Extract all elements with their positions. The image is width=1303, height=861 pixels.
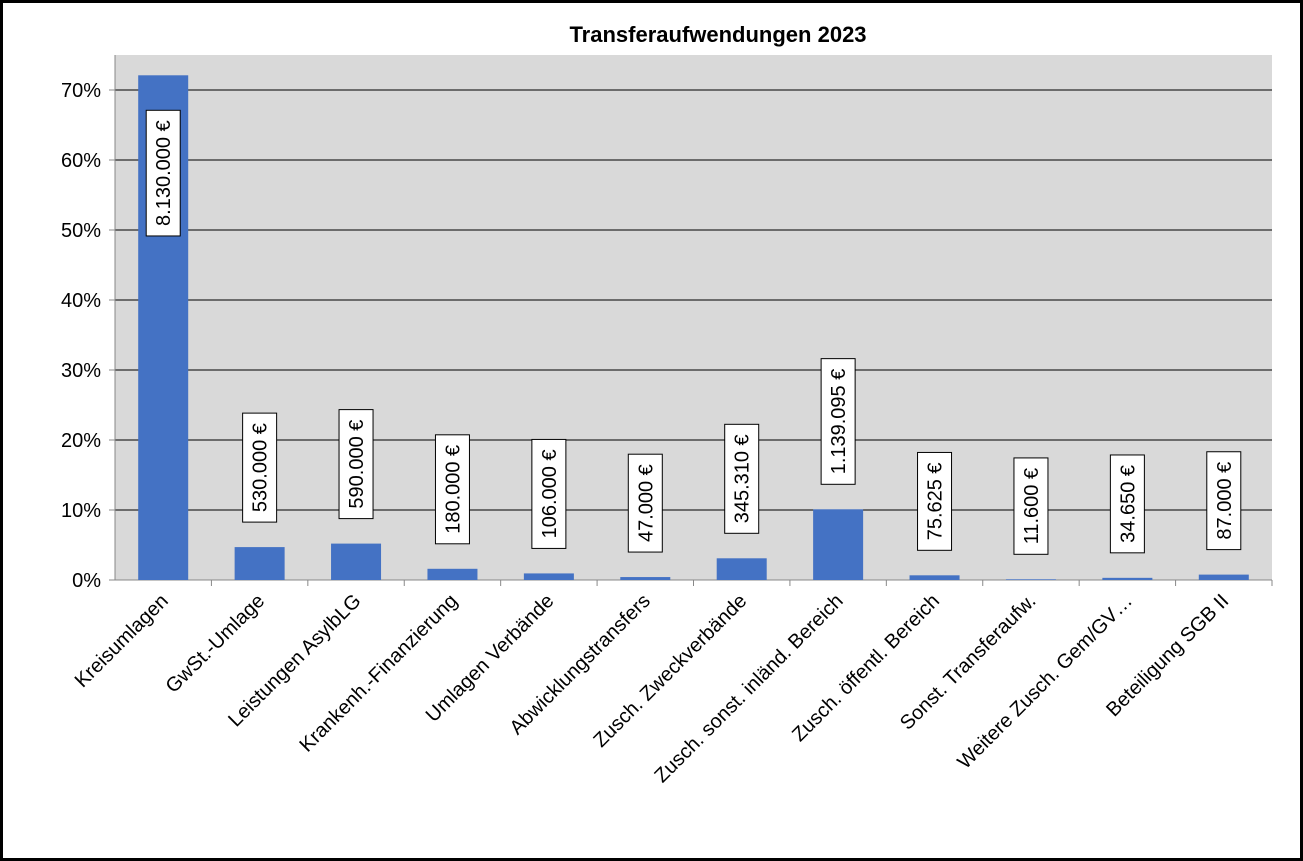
- bar: [427, 568, 478, 580]
- value-label-box: [242, 412, 278, 523]
- value-label: 345.310 €: [724, 423, 760, 534]
- value-label-box: [434, 434, 470, 545]
- value-label-text: 530.000 €: [250, 423, 272, 512]
- chart-title: Transferaufwendungen 2023: [569, 22, 866, 47]
- bar: [909, 575, 960, 580]
- value-label: 34.650 €: [1109, 454, 1145, 554]
- bar: [523, 573, 574, 580]
- value-label-text: 47.000 €: [635, 464, 657, 542]
- bar: [1102, 577, 1153, 580]
- value-label-box: [917, 451, 953, 551]
- value-label-box: [338, 409, 374, 520]
- y-tick-label: 40%: [61, 290, 101, 312]
- value-label-text: 106.000 €: [539, 449, 561, 538]
- bar: [234, 547, 285, 580]
- bar: [331, 543, 382, 580]
- value-label: 11.600 €: [1013, 457, 1049, 555]
- value-label-box: [145, 109, 181, 237]
- value-label-text: 87.000 €: [1214, 462, 1236, 540]
- value-label-text: 75.625 €: [925, 462, 947, 540]
- y-tick-label: 20%: [61, 430, 101, 452]
- y-tick-label: 50%: [61, 220, 101, 242]
- plot-area: [115, 55, 1272, 580]
- y-tick-label: 60%: [61, 150, 101, 172]
- value-label: 87.000 €: [1206, 451, 1242, 551]
- bar: [716, 558, 767, 580]
- value-label: 47.000 €: [627, 453, 663, 553]
- bar: [813, 509, 864, 580]
- value-label-box: [724, 423, 760, 534]
- y-tick-label: 70%: [61, 80, 101, 102]
- value-label-box: [1013, 457, 1049, 555]
- value-label-box: [531, 438, 567, 549]
- value-label-text: 8.130.000 €: [153, 120, 175, 226]
- value-label-text: 345.310 €: [732, 434, 754, 523]
- y-tick-label: 30%: [61, 360, 101, 382]
- bar: [1005, 579, 1056, 580]
- value-label-text: 11.600 €: [1021, 468, 1043, 544]
- value-label-box: [1206, 451, 1242, 551]
- value-label-text: 590.000 €: [346, 420, 368, 509]
- value-label: 1.139.095 €: [820, 358, 856, 485]
- value-label: 106.000 €: [531, 438, 567, 549]
- value-label-box: [1109, 454, 1145, 554]
- value-label-text: 180.000 €: [442, 445, 464, 534]
- value-label-box: [820, 358, 856, 485]
- bar: [620, 577, 671, 580]
- y-tick-label: 10%: [61, 500, 101, 522]
- value-label-text: 34.650 €: [1117, 465, 1139, 543]
- y-tick-label: 0%: [72, 570, 101, 592]
- value-label-box: [627, 453, 663, 553]
- value-label: 8.130.000 €: [145, 109, 181, 237]
- value-label: 75.625 €: [917, 451, 953, 551]
- value-label: 590.000 €: [338, 409, 374, 520]
- value-label: 530.000 €: [242, 412, 278, 523]
- value-label-text: 1.139.095 €: [828, 369, 850, 475]
- value-label: 180.000 €: [434, 434, 470, 545]
- bar: [1198, 574, 1249, 580]
